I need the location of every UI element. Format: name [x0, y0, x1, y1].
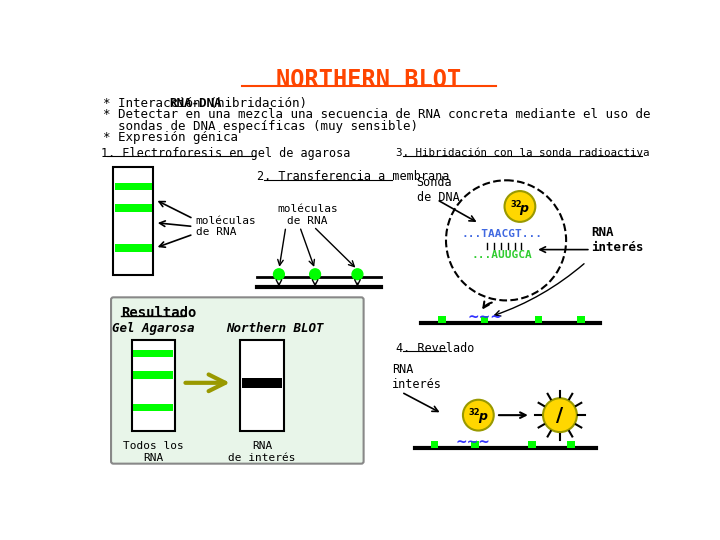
- Text: moléculas
de RNA: moléculas de RNA: [277, 204, 338, 226]
- Bar: [534, 316, 542, 323]
- Text: 1. Electroforesis en gel de agarosa: 1. Electroforesis en gel de agarosa: [101, 147, 351, 160]
- Circle shape: [274, 269, 284, 280]
- Text: Gel Agarosa: Gel Agarosa: [112, 322, 194, 335]
- Bar: [133, 403, 174, 411]
- Text: p: p: [519, 201, 528, 214]
- Bar: [577, 316, 585, 323]
- Text: NORTHERN BLOT: NORTHERN BLOT: [276, 68, 462, 92]
- Circle shape: [543, 398, 577, 432]
- Text: ~∼~: ~∼~: [467, 310, 502, 325]
- Bar: [113, 167, 153, 275]
- Bar: [431, 441, 438, 448]
- Text: /: /: [557, 406, 564, 424]
- Bar: [115, 244, 152, 252]
- Text: ~∼~: ~∼~: [456, 436, 490, 450]
- Circle shape: [463, 400, 494, 430]
- Text: * Detectar en una mezcla una secuencia de RNA concreta mediante el uso de: * Detectar en una mezcla una secuencia d…: [102, 109, 650, 122]
- Bar: [438, 316, 446, 323]
- Text: RNA-DNA: RNA-DNA: [169, 97, 221, 110]
- Text: Northern BLOT: Northern BLOT: [226, 322, 324, 335]
- Text: * Expresión génica: * Expresión génica: [102, 131, 238, 145]
- Text: RNA
interés: RNA interés: [392, 363, 442, 390]
- Circle shape: [446, 180, 566, 300]
- Text: * Interacción: * Interacción: [102, 97, 207, 110]
- Bar: [567, 441, 575, 448]
- FancyBboxPatch shape: [111, 298, 364, 464]
- Text: Sonda
de DNA: Sonda de DNA: [417, 176, 459, 204]
- Text: (hibridación): (hibridación): [202, 97, 307, 110]
- Bar: [481, 316, 488, 323]
- Bar: [115, 204, 152, 212]
- Text: RNA
interés: RNA interés: [590, 226, 643, 254]
- Bar: [528, 441, 536, 448]
- Text: ...AUUGCA: ...AUUGCA: [472, 250, 533, 260]
- Bar: [132, 340, 175, 430]
- Text: ...TAACGT...: ...TAACGT...: [462, 229, 543, 239]
- Bar: [133, 372, 174, 379]
- Text: 4. Revelado: 4. Revelado: [396, 342, 474, 355]
- Text: 32: 32: [510, 200, 522, 208]
- Text: Resultado: Resultado: [121, 306, 197, 320]
- Text: Todos los
RNA: Todos los RNA: [123, 441, 184, 463]
- Bar: [115, 183, 152, 190]
- Bar: [472, 441, 479, 448]
- Bar: [240, 340, 284, 430]
- Text: sondas de DNA específicas (muy sensible): sondas de DNA específicas (muy sensible): [102, 120, 418, 133]
- Text: 2. Transferencia a membrana: 2. Transferencia a membrana: [257, 170, 450, 183]
- Bar: [133, 350, 174, 357]
- Bar: [242, 378, 282, 388]
- Text: moléculas
de RNA: moléculas de RNA: [196, 215, 256, 237]
- Circle shape: [310, 269, 320, 280]
- Text: 32: 32: [469, 408, 480, 417]
- Circle shape: [352, 269, 363, 280]
- Text: RNA
de interés: RNA de interés: [228, 441, 296, 463]
- Text: 3. Hibridación con la sonda radioactiva: 3. Hibridación con la sonda radioactiva: [396, 148, 649, 158]
- Circle shape: [505, 191, 535, 222]
- Text: p: p: [477, 410, 487, 423]
